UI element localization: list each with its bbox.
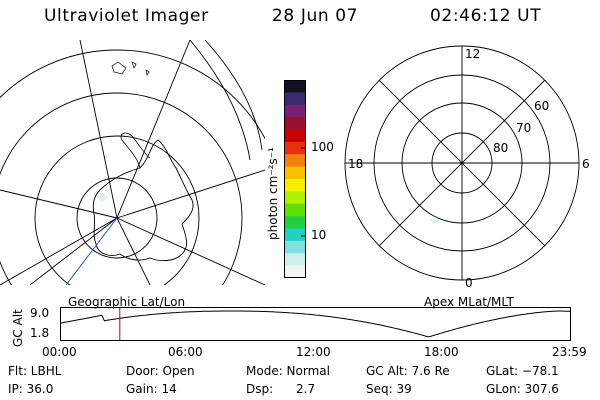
mode-info: Mode: Normal (246, 364, 330, 378)
colorbar-swatch (284, 216, 306, 230)
colorbar-swatch (284, 104, 306, 118)
time-tick-0: 00:00 (42, 345, 77, 359)
time-label: 02:46:12 UT (430, 6, 542, 26)
altitude-ytick-max: 9.0 (30, 306, 50, 320)
ip-info: IP: 36.0 (8, 382, 54, 396)
time-tick-3: 18:00 (424, 345, 459, 359)
date-label: 28 Jun 07 (272, 6, 359, 26)
gc-alt-info: GC Alt: 7.6 Re (366, 364, 450, 378)
lat-label-80: 80 (493, 141, 508, 155)
gain-info: Gain: 14 (126, 382, 177, 396)
geographic-map (0, 40, 265, 285)
mlt-label-left: 18 (348, 157, 363, 171)
filter-info: Flt: LBHL (8, 364, 62, 378)
colorbar-swatch (284, 154, 306, 168)
altitude-ytick-min: 1.8 (30, 326, 50, 340)
glat-info: GLat: −78.1 (486, 364, 559, 378)
colorbar-unit-label: photon cm⁻²s⁻¹ (266, 147, 280, 240)
altitude-curve (60, 310, 572, 338)
left-map-caption: Geographic Lat/Lon (68, 295, 186, 309)
colorbar-swatch (284, 92, 306, 106)
colorbar-swatch (284, 240, 306, 254)
lat-label-60: 60 (534, 99, 549, 113)
mlt-label-right: 6 (582, 157, 590, 171)
lat-label-70: 70 (516, 121, 531, 135)
colorbar-swatch (284, 265, 306, 278)
colorbar-swatch (284, 117, 306, 131)
geographic-grid (0, 40, 265, 285)
time-tick-1: 06:00 (168, 345, 203, 359)
colorbar-swatch (284, 253, 306, 267)
altitude-frame (60, 307, 571, 341)
seq-info: Seq: 39 (366, 382, 412, 396)
colorbar-swatch (284, 80, 306, 93)
altitude-ylabel: GC Alt (11, 309, 25, 347)
door-info: Door: Open (126, 364, 195, 378)
colorbar-swatch (284, 141, 306, 155)
colorbar-tick-100: 100 (311, 140, 334, 154)
colorbar-swatch (284, 166, 306, 180)
colorbar-swatch (284, 179, 306, 192)
colorbar-swatch (284, 203, 306, 217)
magnetic-grid (344, 45, 580, 281)
instrument-title: Ultraviolet Imager (44, 6, 209, 26)
glon-info: GLon: 307.6 (486, 382, 559, 396)
time-tick-2: 12:00 (296, 345, 331, 359)
dsp-info: Dsp: 2.7 (246, 382, 316, 396)
time-tick-4: 23:59 (552, 345, 587, 359)
altitude-plot (60, 307, 572, 341)
magnetic-map: 12 6 0 18 60 70 80 (344, 45, 590, 290)
ground-track (65, 217, 118, 285)
colorbar-swatch (284, 191, 306, 205)
continent-outline (92, 139, 194, 262)
right-map-caption: Apex MLat/MLT (424, 295, 514, 309)
colorbar (284, 80, 306, 278)
mlt-label-top: 12 (465, 47, 480, 61)
colorbar-swatch (284, 228, 306, 242)
colorbar-swatch (284, 129, 306, 143)
mlt-label-bottom: 0 (465, 276, 473, 290)
colorbar-tick-10: 10 (311, 228, 327, 242)
